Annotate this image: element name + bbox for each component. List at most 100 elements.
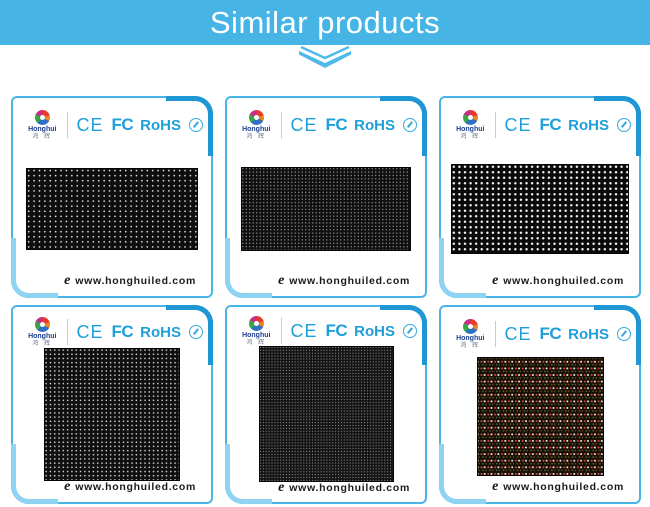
ce-mark: CE [290, 320, 318, 341]
brand-name-chinese: 鸿 辉 [246, 134, 267, 140]
led-module-image [241, 167, 411, 251]
product-card-6[interactable]: Honghui 鸿 辉 CE FC RoHS e www.honghuiled.… [439, 305, 641, 504]
website-url: www.honghuiled.com [289, 482, 410, 494]
fcc-mark: FC [539, 324, 562, 343]
product-image-area [13, 143, 211, 275]
brand-name: Honghui [242, 126, 271, 133]
card-header: Honghui 鸿 辉 CE FC RoHS [441, 307, 639, 352]
card-footer: e www.honghuiled.com [13, 273, 211, 296]
honghui-pinwheel-icon [248, 316, 264, 331]
honghui-logo: Honghui 鸿 辉 [25, 317, 60, 347]
card-header: Honghui 鸿 辉 CE FC RoHS [227, 307, 425, 346]
product-image-area [13, 348, 211, 481]
brand-name-chinese: 鸿 辉 [460, 134, 481, 140]
certification-marks: CE FC RoHS [76, 115, 203, 136]
brand-name: Honghui [28, 333, 57, 340]
cert-circle-icon [403, 324, 417, 338]
honghui-pinwheel-icon [248, 110, 264, 125]
cert-circle-icon [403, 118, 417, 132]
brand-name-chinese: 鸿 辉 [246, 340, 267, 346]
cert-circle-icon [189, 118, 203, 132]
internet-e-icon: e [278, 273, 285, 288]
website-url: www.honghuiled.com [75, 275, 196, 287]
led-module-image [476, 357, 604, 476]
section-banner: Similar products [0, 0, 650, 45]
fcc-mark: FC [325, 321, 348, 340]
product-image-area [227, 143, 425, 275]
honghui-logo: Honghui 鸿 辉 [453, 110, 488, 140]
brand-name: Honghui [456, 335, 485, 342]
honghui-logo: Honghui 鸿 辉 [453, 319, 488, 349]
section-title: Similar products [209, 4, 441, 40]
header-divider [280, 318, 282, 344]
website-url: www.honghuiled.com [503, 275, 624, 287]
honghui-logo: Honghui 鸿 辉 [25, 110, 60, 140]
cert-circle-icon [617, 327, 631, 341]
honghui-logo: Honghui 鸿 辉 [239, 316, 274, 346]
rohs-mark: RoHS [354, 116, 395, 134]
led-module-image [44, 348, 180, 481]
cert-circle-icon [617, 118, 631, 132]
card-footer: e www.honghuiled.com [441, 479, 639, 502]
brand-name-chinese: 鸿 辉 [32, 134, 53, 140]
internet-e-icon: e [492, 273, 499, 288]
website-url: www.honghuiled.com [503, 481, 624, 493]
product-card-4[interactable]: Honghui 鸿 辉 CE FC RoHS e www.honghuiled.… [11, 305, 213, 504]
card-header: Honghui 鸿 辉 CE FC RoHS [227, 98, 425, 143]
honghui-pinwheel-icon [34, 317, 50, 332]
header-divider [66, 112, 68, 138]
rohs-mark: RoHS [354, 322, 395, 340]
website-url: www.honghuiled.com [75, 481, 196, 493]
rohs-mark: RoHS [140, 116, 181, 134]
card-footer: e www.honghuiled.com [441, 273, 639, 296]
fcc-mark: FC [539, 115, 562, 134]
certification-marks: CE FC RoHS [504, 115, 631, 136]
brand-name: Honghui [456, 126, 485, 133]
product-card-5[interactable]: Honghui 鸿 辉 CE FC RoHS e www.honghuiled.… [225, 305, 427, 504]
certification-marks: CE FC RoHS [290, 115, 417, 136]
led-module-image [26, 168, 198, 250]
header-divider [66, 319, 68, 345]
ce-mark: CE [76, 321, 104, 342]
certification-marks: CE FC RoHS [290, 321, 417, 342]
ce-mark: CE [504, 323, 532, 344]
certification-marks: CE FC RoHS [504, 324, 631, 345]
honghui-pinwheel-icon [462, 319, 478, 334]
rohs-mark: RoHS [140, 323, 181, 341]
led-module-image [451, 164, 629, 254]
product-image-area [227, 346, 425, 482]
down-chevron-icon [299, 45, 351, 68]
rohs-mark: RoHS [568, 116, 609, 134]
cert-circle-icon [189, 325, 203, 339]
card-header: Honghui 鸿 辉 CE FC RoHS [441, 98, 639, 143]
product-card-3[interactable]: Honghui 鸿 辉 CE FC RoHS e www.honghuiled.… [439, 96, 641, 298]
card-footer: e www.honghuiled.com [227, 273, 425, 296]
rohs-mark: RoHS [568, 325, 609, 343]
fcc-mark: FC [111, 115, 134, 134]
certification-marks: CE FC RoHS [76, 322, 203, 343]
honghui-pinwheel-icon [462, 110, 478, 125]
website-url: www.honghuiled.com [289, 275, 410, 287]
fcc-mark: FC [111, 322, 134, 341]
similar-products-grid: Honghui 鸿 辉 CE FC RoHS e www.honghuiled.… [0, 96, 650, 504]
product-card-2[interactable]: Honghui 鸿 辉 CE FC RoHS e www.honghuiled.… [225, 96, 427, 298]
led-module-image [258, 346, 394, 482]
header-divider [494, 321, 496, 347]
header-divider [494, 112, 496, 138]
product-image-area [441, 143, 639, 275]
banner-chevron-row [0, 45, 650, 70]
ce-mark: CE [76, 114, 104, 135]
internet-e-icon: e [64, 273, 71, 288]
brand-name-chinese: 鸿 辉 [32, 341, 53, 347]
internet-e-icon: e [492, 479, 499, 494]
product-card-1[interactable]: Honghui 鸿 辉 CE FC RoHS e www.honghuiled.… [11, 96, 213, 298]
honghui-logo: Honghui 鸿 辉 [239, 110, 274, 140]
header-divider [280, 112, 282, 138]
internet-e-icon: e [64, 479, 71, 494]
ce-mark: CE [290, 114, 318, 135]
brand-name: Honghui [28, 126, 57, 133]
brand-name-chinese: 鸿 辉 [460, 343, 481, 349]
brand-name: Honghui [242, 332, 271, 339]
fcc-mark: FC [325, 115, 348, 134]
honghui-pinwheel-icon [34, 110, 50, 125]
